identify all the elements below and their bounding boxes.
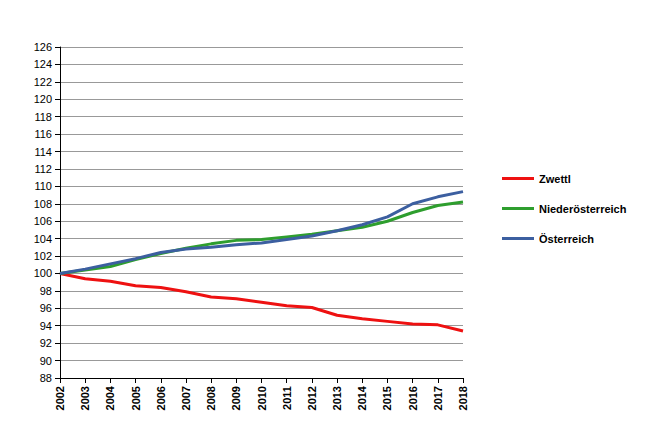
svg-text:Zwettl: Zwettl: [539, 173, 571, 185]
svg-text:96: 96: [40, 302, 52, 314]
svg-text:92: 92: [40, 337, 52, 349]
svg-text:98: 98: [40, 285, 52, 297]
svg-text:120: 120: [34, 93, 52, 105]
svg-text:2006: 2006: [155, 386, 167, 410]
svg-text:110: 110: [34, 180, 52, 192]
svg-text:126: 126: [34, 41, 52, 53]
svg-text:94: 94: [40, 320, 52, 332]
svg-text:124: 124: [34, 58, 52, 70]
svg-text:2002: 2002: [54, 386, 66, 410]
svg-text:Österreich: Österreich: [539, 233, 594, 245]
svg-text:2014: 2014: [356, 385, 368, 410]
svg-text:2015: 2015: [381, 386, 393, 410]
svg-text:2009: 2009: [230, 386, 242, 410]
svg-text:Niederösterreich: Niederösterreich: [539, 203, 627, 215]
svg-text:2018: 2018: [457, 386, 469, 410]
svg-text:2012: 2012: [306, 386, 318, 410]
svg-text:2017: 2017: [432, 386, 444, 410]
svg-text:112: 112: [34, 163, 52, 175]
svg-text:108: 108: [34, 198, 52, 210]
svg-text:2003: 2003: [79, 386, 91, 410]
svg-text:2007: 2007: [180, 386, 192, 410]
svg-text:2010: 2010: [256, 386, 268, 410]
svg-text:2013: 2013: [331, 386, 343, 410]
svg-text:116: 116: [34, 128, 52, 140]
svg-text:2011: 2011: [281, 386, 293, 410]
svg-text:88: 88: [40, 372, 52, 384]
svg-text:90: 90: [40, 355, 52, 367]
svg-text:122: 122: [34, 76, 52, 88]
svg-text:2016: 2016: [407, 386, 419, 410]
svg-text:106: 106: [34, 215, 52, 227]
svg-text:2005: 2005: [130, 386, 142, 410]
svg-text:102: 102: [34, 250, 52, 262]
svg-text:114: 114: [34, 146, 52, 158]
svg-text:2004: 2004: [104, 385, 116, 410]
svg-text:100: 100: [34, 267, 52, 279]
svg-text:118: 118: [34, 111, 52, 123]
svg-text:2008: 2008: [205, 386, 217, 410]
svg-text:104: 104: [34, 233, 52, 245]
